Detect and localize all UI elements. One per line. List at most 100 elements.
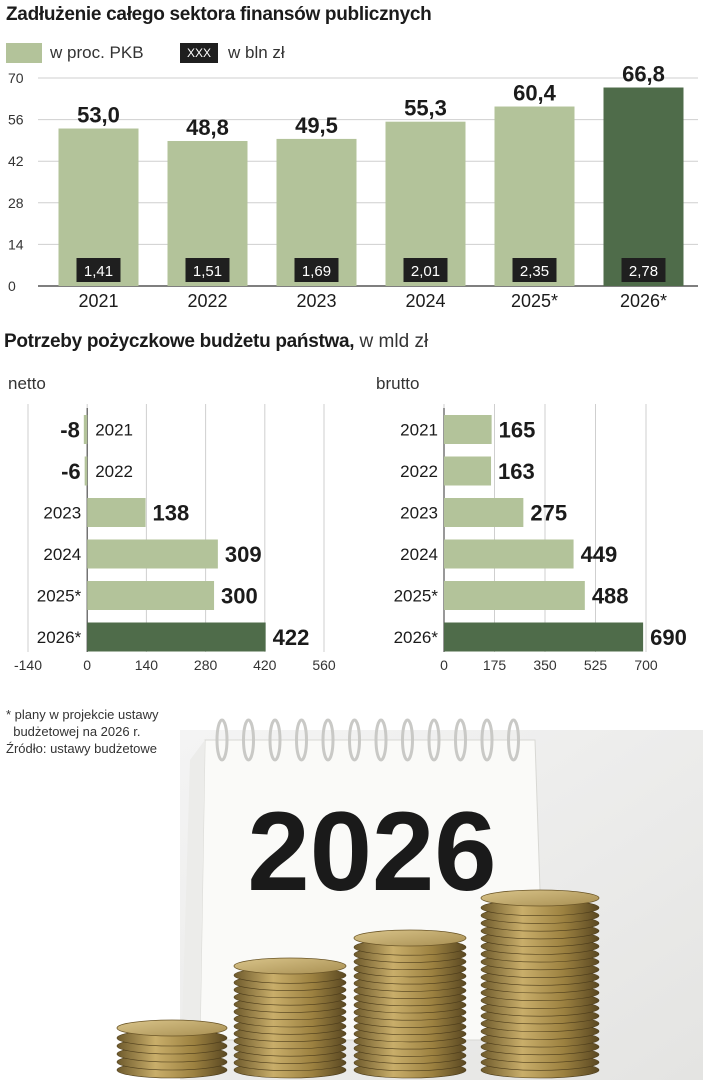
legend-label-pct: w proc. PKB [50, 43, 144, 62]
h-x-tick-label: 0 [83, 657, 91, 673]
top-x-tick-label: 2021 [78, 291, 118, 311]
calendar-ring [242, 718, 255, 762]
top-y-tick-label: 14 [8, 236, 24, 252]
top-bar [603, 87, 684, 286]
h-category-label: 2021 [400, 421, 438, 440]
footnote: * plany w projekcie ustawy budżetowej na… [6, 706, 158, 757]
calendar-ring [268, 718, 282, 762]
h-x-tick-label: 350 [533, 657, 557, 673]
h-bar-value-label: 309 [225, 542, 262, 567]
calendar-ring [295, 718, 308, 762]
h-category-label: 2026* [394, 628, 439, 647]
top-bar-value-label: 53,0 [77, 103, 120, 128]
footnote-source: Źródło: ustawy budżetowe [6, 741, 158, 756]
h-bar-value-label: 449 [581, 542, 618, 567]
h-bar-value-label: 422 [273, 625, 310, 650]
calendar-ring [401, 718, 414, 762]
top-x-tick-label: 2024 [405, 291, 445, 311]
h-bar-value-label: 138 [153, 501, 190, 526]
top-bar-value-label: 66,8 [622, 66, 665, 87]
h-bar [444, 539, 574, 569]
top-bar-bln-label: 1,41 [84, 263, 113, 280]
top-bar-value-label: 55,3 [404, 96, 447, 121]
calendar-ring [321, 718, 335, 762]
h-bar [87, 622, 266, 652]
top-x-tick-label: 2023 [296, 291, 336, 311]
h-category-label: 2023 [43, 504, 81, 523]
h-bar [444, 581, 585, 610]
top-bar-value-label: 48,8 [186, 115, 229, 140]
h-category-label: 2022 [400, 462, 438, 481]
top-y-tick-label: 56 [8, 112, 24, 128]
h-bar [444, 622, 644, 652]
legend-label-bln: w bln zł [228, 43, 285, 62]
top-x-tick-label: 2026* [620, 291, 667, 311]
brutto-label: brutto [376, 374, 420, 393]
top-bar-bln-badge [185, 258, 230, 282]
top-y-tick-label: 28 [8, 195, 24, 211]
h-bar-value-label: 275 [530, 501, 567, 526]
top-bar-bln-label: 2,01 [411, 263, 440, 280]
coin-top [353, 929, 467, 947]
h-x-tick-label: 525 [584, 657, 608, 673]
h-x-tick-label: 560 [312, 657, 336, 673]
h-x-tick-label: 420 [253, 657, 277, 673]
h-bar-value-label: -8 [60, 418, 80, 443]
top-bar-bln-badge [512, 258, 557, 282]
calendar-ring [454, 718, 467, 762]
h-x-tick-label: 280 [194, 657, 218, 673]
netto-label: netto [8, 374, 46, 393]
top-y-tick-label: 70 [8, 70, 24, 86]
h-category-label: 2024 [400, 545, 438, 564]
footnote-line-1: * plany w projekcie ustawy [6, 707, 159, 722]
calendar-year: 2026 [247, 789, 496, 914]
footnote-line-2: budżetowej na 2026 r. [6, 724, 141, 739]
top-chart-title: Zadłużenie całego sektora finansów publi… [6, 4, 432, 25]
h-x-tick-label: 140 [135, 657, 159, 673]
h-bar [444, 456, 492, 486]
h-category-label: 2025* [394, 587, 439, 606]
top-bar [494, 106, 575, 286]
bottom-chart-title: Potrzeby pożyczkowe budżetu państwa, w m… [4, 331, 428, 353]
brutto-bar-chart: 0 175 350 525 700 2021 165 2022 163 2023 275 2024 44… [394, 404, 687, 673]
h-category-label: 2025* [37, 587, 82, 606]
h-bar [444, 415, 492, 444]
h-bar-value-label: -6 [61, 459, 81, 484]
h-bar-value-label: 165 [499, 418, 536, 443]
legend-swatch-pct [6, 43, 42, 63]
h-x-tick-label: 175 [483, 657, 507, 673]
h-category-label: 2021 [95, 421, 133, 440]
h-category-label: 2024 [43, 545, 81, 564]
h-x-tick-label: -140 [14, 657, 42, 673]
h-bar-value-label: 300 [221, 584, 258, 609]
top-bar-value-label: 49,5 [295, 113, 338, 138]
top-x-tick-label: 2022 [187, 291, 227, 311]
netto-bar-chart: -140 0 140 280 420 560 2021 -8 2022 -6 2023 138 2024… [14, 404, 336, 673]
top-bar-bln-badge [294, 258, 339, 282]
h-category-label: 2023 [400, 504, 438, 523]
h-x-tick-label: 700 [634, 657, 658, 673]
h-category-label: 2022 [95, 462, 133, 481]
bottom-title-unit: w mld zł [354, 331, 429, 352]
top-y-tick-label: 0 [8, 278, 16, 294]
top-bar-bln-badge [76, 258, 121, 282]
calendar-ring [507, 718, 520, 762]
calendar-ring [348, 718, 361, 762]
coin-top [233, 957, 347, 975]
calendar-side [182, 740, 205, 1040]
top-bar-bln-badge [621, 258, 666, 282]
calendar-ring [427, 718, 441, 762]
calendar-ring [215, 718, 229, 762]
h-bar [444, 498, 524, 527]
top-bar-bln-badge [403, 258, 448, 282]
top-bar-chart: 0 14 28 42 56 70 53,0 1,41 2021 48,8 1,51 2022 49,5 1… [8, 66, 698, 311]
h-bar-value-label: 690 [650, 625, 687, 650]
h-bar-value-label: 163 [498, 459, 535, 484]
calendar-coins-photo: 2026 [116, 718, 703, 1080]
top-bar-bln-label: 1,51 [193, 263, 222, 280]
top-y-tick-label: 42 [8, 153, 24, 169]
h-bar [87, 581, 215, 610]
legend-swatch-bln: XXX [180, 43, 218, 63]
top-bar-bln-label: 2,35 [520, 263, 549, 280]
top-bar-bln-label: 2,78 [629, 263, 658, 280]
